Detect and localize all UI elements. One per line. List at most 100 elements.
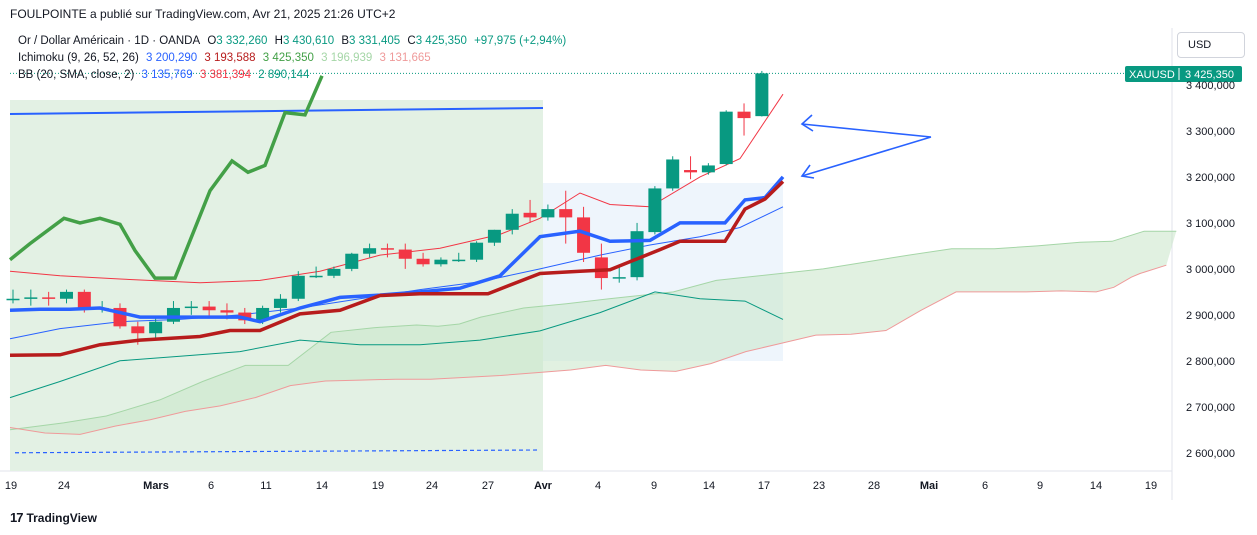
bb-label: BB (20, SMA, close, 2) bbox=[18, 69, 135, 81]
x-tick-label: Mars bbox=[143, 480, 169, 492]
tradingview-logo[interactable]: 17 TradingView bbox=[10, 510, 97, 525]
candle-body bbox=[291, 275, 305, 299]
y-tick-label: 3 400,000 bbox=[1186, 80, 1235, 92]
candle-body bbox=[6, 298, 20, 301]
legend-change: +97,975 (+2,94%) bbox=[474, 35, 567, 47]
x-tick-label: 14 bbox=[703, 480, 715, 492]
kijun-sen-line bbox=[9, 180, 785, 358]
x-tick-label: 9 bbox=[1037, 480, 1043, 492]
arrow-head-bottom bbox=[800, 164, 815, 179]
candle-body bbox=[59, 291, 73, 299]
tradingview-mark-icon: 17 bbox=[10, 510, 24, 525]
x-tick-label: 24 bbox=[58, 480, 70, 492]
candle-body bbox=[166, 307, 180, 322]
currency-button[interactable]: USD bbox=[1177, 32, 1245, 58]
legend-high: 3 430,610 bbox=[282, 35, 335, 47]
candle-body bbox=[77, 291, 91, 308]
ichimoku-cloud bbox=[10, 231, 1177, 435]
x-tick-label: Mai bbox=[920, 480, 938, 492]
candle-body bbox=[594, 257, 608, 279]
y-tick-label: 3 300,000 bbox=[1186, 126, 1235, 138]
bb-v1: 3 135,769 bbox=[141, 69, 193, 81]
ichimoku-label: Ichimoku (9, 26, 52, 26) bbox=[18, 52, 139, 64]
candle-body bbox=[345, 253, 359, 269]
x-tick-label: 11 bbox=[260, 480, 271, 492]
candle-body bbox=[398, 249, 412, 259]
bb-basis-line bbox=[9, 206, 784, 340]
legend-main: Or / Dollar Américain · 1D · OANDA O3 33… bbox=[18, 35, 570, 47]
legend-symbol: Or / Dollar Américain · 1D · OANDA bbox=[18, 35, 201, 47]
y-tick-label: 2 600,000 bbox=[1186, 448, 1235, 460]
y-tick-label: 2 700,000 bbox=[1186, 402, 1235, 414]
candle-body bbox=[719, 111, 733, 165]
x-tick-label: Avr bbox=[534, 480, 553, 492]
senkou-span-b-line bbox=[9, 264, 1167, 435]
publish-info: FOULPOINTE a publié sur TradingView.com,… bbox=[10, 7, 396, 21]
candle-body bbox=[559, 209, 573, 218]
ichimoku-v1: 3 200,290 bbox=[146, 52, 198, 64]
x-tick-label: 6 bbox=[982, 480, 988, 492]
legend-low: 3 331,405 bbox=[349, 35, 401, 47]
candle-body bbox=[309, 275, 323, 278]
candle-body bbox=[327, 268, 341, 276]
bb-v2: 3 381,394 bbox=[199, 69, 252, 81]
x-tick-label: 19 bbox=[1145, 480, 1157, 492]
candle-body bbox=[131, 326, 145, 334]
candle-body bbox=[755, 73, 769, 117]
candle-body bbox=[273, 298, 287, 308]
candle-body bbox=[256, 307, 270, 321]
candle-body bbox=[42, 297, 56, 299]
candle-body bbox=[220, 310, 234, 313]
y-tick-label: 2 900,000 bbox=[1186, 310, 1235, 322]
candle-body bbox=[434, 259, 448, 265]
y-tick-label: 3 100,000 bbox=[1186, 218, 1235, 230]
candle-body bbox=[470, 242, 484, 260]
x-tick-label: 4 bbox=[595, 480, 601, 492]
x-tick-label: 27 bbox=[482, 480, 494, 492]
candle-body bbox=[363, 248, 377, 254]
legend-ichimoku[interactable]: Ichimoku (9, 26, 52, 26) 3 200,290 3 193… bbox=[18, 52, 435, 64]
legend-open: 3 332,260 bbox=[216, 35, 268, 47]
ichimoku-v3: 3 425,350 bbox=[262, 52, 314, 64]
legend-bb[interactable]: BB (20, SMA, close, 2) 3 135,769 3 381,3… bbox=[18, 69, 313, 81]
trend-line bbox=[9, 106, 544, 115]
candle-body bbox=[487, 229, 501, 243]
tradingview-brand: TradingView bbox=[26, 511, 97, 525]
x-tick-label: 14 bbox=[316, 480, 328, 492]
price-label-bg bbox=[1125, 66, 1242, 82]
ichimoku-v5: 3 131,665 bbox=[379, 52, 431, 64]
ichimoku-v4: 3 196,939 bbox=[321, 52, 373, 64]
legend-c-label: C bbox=[407, 35, 416, 47]
candle-body bbox=[666, 159, 680, 189]
chikou-span-line bbox=[8, 75, 324, 280]
senkou-span-a-line bbox=[9, 230, 1177, 431]
candle-body bbox=[505, 213, 519, 230]
x-tick-label: 9 bbox=[651, 480, 657, 492]
x-tick-label: 14 bbox=[1090, 480, 1102, 492]
candle-body bbox=[630, 231, 644, 278]
candle-body bbox=[416, 258, 430, 265]
candle-body bbox=[184, 306, 198, 309]
arrow-head-top bbox=[800, 114, 814, 132]
y-tick-label: 3 200,000 bbox=[1186, 172, 1235, 184]
x-tick-label: 19 bbox=[372, 480, 384, 492]
candle-body bbox=[202, 306, 216, 311]
dashed-line bbox=[14, 449, 541, 454]
legend-b-label: B bbox=[341, 35, 350, 47]
bb-upper-line bbox=[9, 93, 784, 284]
candle-body bbox=[452, 259, 466, 262]
price-label-value: 3 425,350 bbox=[1185, 69, 1234, 81]
x-tick-label: 24 bbox=[426, 480, 438, 492]
x-tick-label: 6 bbox=[208, 480, 214, 492]
candle-body bbox=[648, 188, 662, 233]
x-tick-label: 23 bbox=[813, 480, 825, 492]
candle-body bbox=[612, 277, 626, 279]
bb-lower-line bbox=[9, 291, 784, 399]
candle-body bbox=[684, 170, 698, 173]
candle-body bbox=[737, 111, 751, 119]
candle-body bbox=[523, 212, 537, 218]
candle-body bbox=[701, 165, 715, 173]
tenkan-sen-line bbox=[9, 175, 785, 324]
candle-body bbox=[380, 248, 394, 250]
